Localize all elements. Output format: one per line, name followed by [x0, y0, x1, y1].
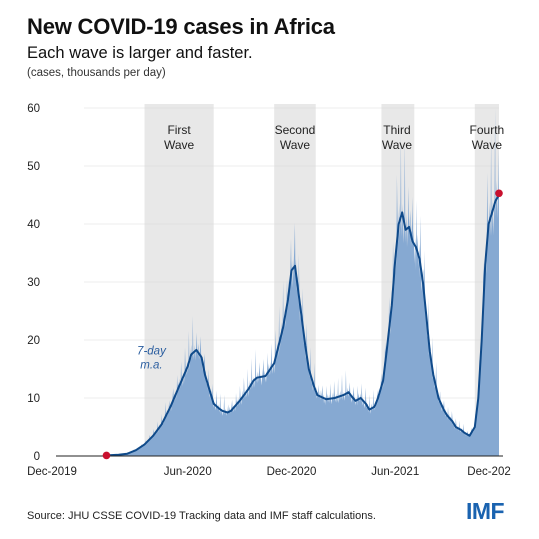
y-tick-label: 10	[27, 393, 40, 405]
moving-average-path	[106, 194, 500, 457]
imf-logo: IMF	[466, 498, 505, 524]
source-note: Source: JHU CSSE COVID-19 Tracking data …	[27, 510, 376, 522]
wave-label-2-line1: Second	[275, 123, 316, 137]
y-tick-label: 40	[27, 219, 40, 231]
ma-label-line1: 7-day	[137, 346, 167, 358]
markers	[102, 189, 503, 460]
chart-labels: FirstWaveSecondWaveThirdWaveFourthWave7-…	[137, 123, 504, 372]
x-tick-label: Dec-202	[467, 466, 510, 478]
wave-label-4-line1: Fourth	[470, 123, 505, 137]
y-tick-label: 50	[27, 161, 40, 173]
wave-label-1-line2: Wave	[164, 138, 195, 152]
wave-label-4-line2: Wave	[472, 138, 503, 152]
ma-label-line2: m.a.	[140, 360, 162, 372]
x-tick-label: Dec-2019	[27, 466, 77, 478]
moving-average-line	[106, 194, 500, 457]
start-marker	[102, 451, 111, 460]
end-marker	[495, 189, 503, 198]
page-subtitle: Each wave is larger and faster.	[27, 44, 253, 62]
y-tick-label: 60	[27, 103, 40, 115]
wave-label-3-line2: Wave	[382, 138, 413, 152]
page-title: New COVID-19 cases in Africa	[27, 14, 335, 39]
wave-label-1-line1: First	[167, 123, 191, 137]
y-tick-label: 20	[27, 335, 40, 347]
wave-label-2-line2: Wave	[280, 138, 311, 152]
y-tick-label: 0	[34, 451, 40, 463]
x-tick-label: Dec-2020	[267, 466, 317, 478]
x-tick-label: Jun-2021	[371, 466, 419, 478]
y-tick-label: 30	[27, 277, 40, 289]
wave-label-3-line1: Third	[383, 123, 410, 137]
x-tick-label: Jun-2020	[164, 466, 212, 478]
axes: 0 10 20 30 40 50 60 Dec-2019 Jun-2020 Dec-2020 Jun…	[27, 103, 511, 478]
y-gridlines	[84, 107, 499, 399]
units-label: (cases, thousands per day)	[27, 67, 166, 79]
